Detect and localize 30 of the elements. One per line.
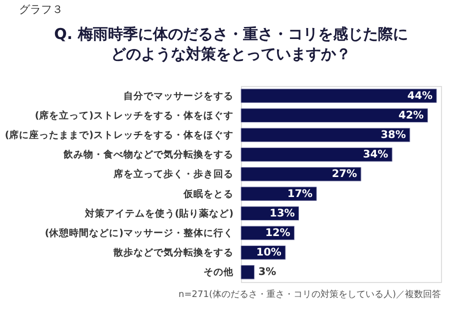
bar <box>240 147 392 162</box>
y-tick-label: 飲み物・食べ物などで気分転換をする <box>62 148 234 161</box>
chart-title: Q. 梅雨時季に体のだるさ・重さ・コリを感じた際にどのような対策をとっていますか？ <box>54 25 408 63</box>
y-tick-label: 自分でマッサージをする <box>124 90 234 102</box>
y-tick-label: 席を立って歩く・歩き回る <box>112 168 234 180</box>
data-label: 12% <box>265 227 291 239</box>
y-tick-label: (席を立って)ストレッチをする・体をほぐす <box>34 109 234 122</box>
data-label: 38% <box>380 129 406 141</box>
y-tick-label: (席に座ったままで)ストレッチをする・体をほぐす <box>4 129 234 141</box>
text: グラフ３ <box>19 3 63 16</box>
bar <box>240 167 362 182</box>
y-tick-label: 仮眠をとる <box>182 188 234 200</box>
data-label: 34% <box>362 148 389 161</box>
y-tick-label: 対策アイテムを使う(貼り薬など) <box>84 207 234 220</box>
data-label: 13% <box>270 207 296 220</box>
bar <box>240 88 437 103</box>
data-label: 10% <box>256 246 282 259</box>
text: n=271(体のだるさ・重さ・コリの対策をしている人)／複数回答 <box>178 289 441 300</box>
data-label: 3% <box>258 266 277 278</box>
y-tick-label: (休憩時間などに)マッサージ・整体に行く <box>44 227 234 239</box>
data-label: 44% <box>407 90 434 102</box>
data-label: 27% <box>332 168 358 180</box>
data-label: 17% <box>287 188 314 200</box>
bar <box>240 265 255 280</box>
y-tick-label: その他 <box>204 266 234 278</box>
data-label: 42% <box>398 109 424 122</box>
bar <box>240 128 410 142</box>
y-tick-label: 散歩などで気分転換をする <box>112 246 234 259</box>
bar <box>240 108 428 123</box>
bar <box>240 186 317 201</box>
